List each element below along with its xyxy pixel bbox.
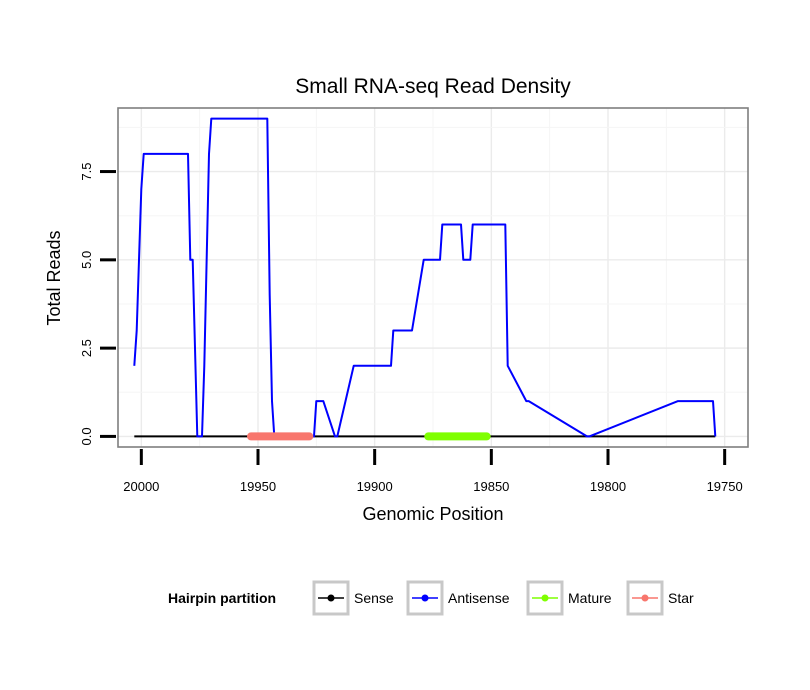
legend-key-dot — [541, 594, 549, 602]
plot-border — [117, 107, 749, 448]
y-axis-label: Total Reads — [44, 230, 64, 325]
legend-entry-star: Star — [626, 580, 694, 616]
legend-label: Antisense — [448, 590, 510, 606]
series-antisense — [133, 117, 717, 438]
legend-entry-antisense: Antisense — [406, 580, 510, 616]
y-tick-label: 7.5 — [79, 163, 94, 181]
legend-label: Mature — [568, 590, 612, 606]
x-axis: 20000 19950 19900 19850 19800 19750 — [123, 449, 743, 494]
legend-key-dot — [641, 594, 649, 602]
legend-entries: Sense Antisense Mature Star — [312, 580, 694, 616]
y-tick-label: 5.0 — [79, 251, 94, 269]
legend-label: Sense — [354, 590, 394, 606]
legend-title: Hairpin partition — [168, 590, 276, 606]
plot-grid — [118, 108, 748, 447]
chart-title: Small RNA-seq Read Density — [295, 75, 571, 98]
legend-entry-sense: Sense — [312, 580, 394, 616]
x-tick-label: 20000 — [123, 479, 159, 494]
legend-label: Star — [668, 590, 694, 606]
x-axis-label: Genomic Position — [362, 504, 503, 524]
legend: Hairpin partition Sense Antisense Mature St… — [168, 580, 694, 616]
y-tick-label: 2.5 — [79, 339, 94, 357]
x-tick-label: 19950 — [240, 479, 276, 494]
x-tick-label: 19800 — [590, 479, 626, 494]
series-layer — [133, 117, 717, 441]
legend-entry-mature: Mature — [526, 580, 612, 616]
y-axis: 0.0 2.5 5.0 7.5 — [79, 163, 116, 445]
x-tick-label: 19900 — [357, 479, 393, 494]
legend-key-dot — [327, 594, 335, 602]
legend-key-dot — [421, 594, 429, 602]
y-tick-label: 0.0 — [79, 427, 94, 445]
x-tick-label: 19750 — [707, 479, 743, 494]
x-tick-label: 19850 — [473, 479, 509, 494]
